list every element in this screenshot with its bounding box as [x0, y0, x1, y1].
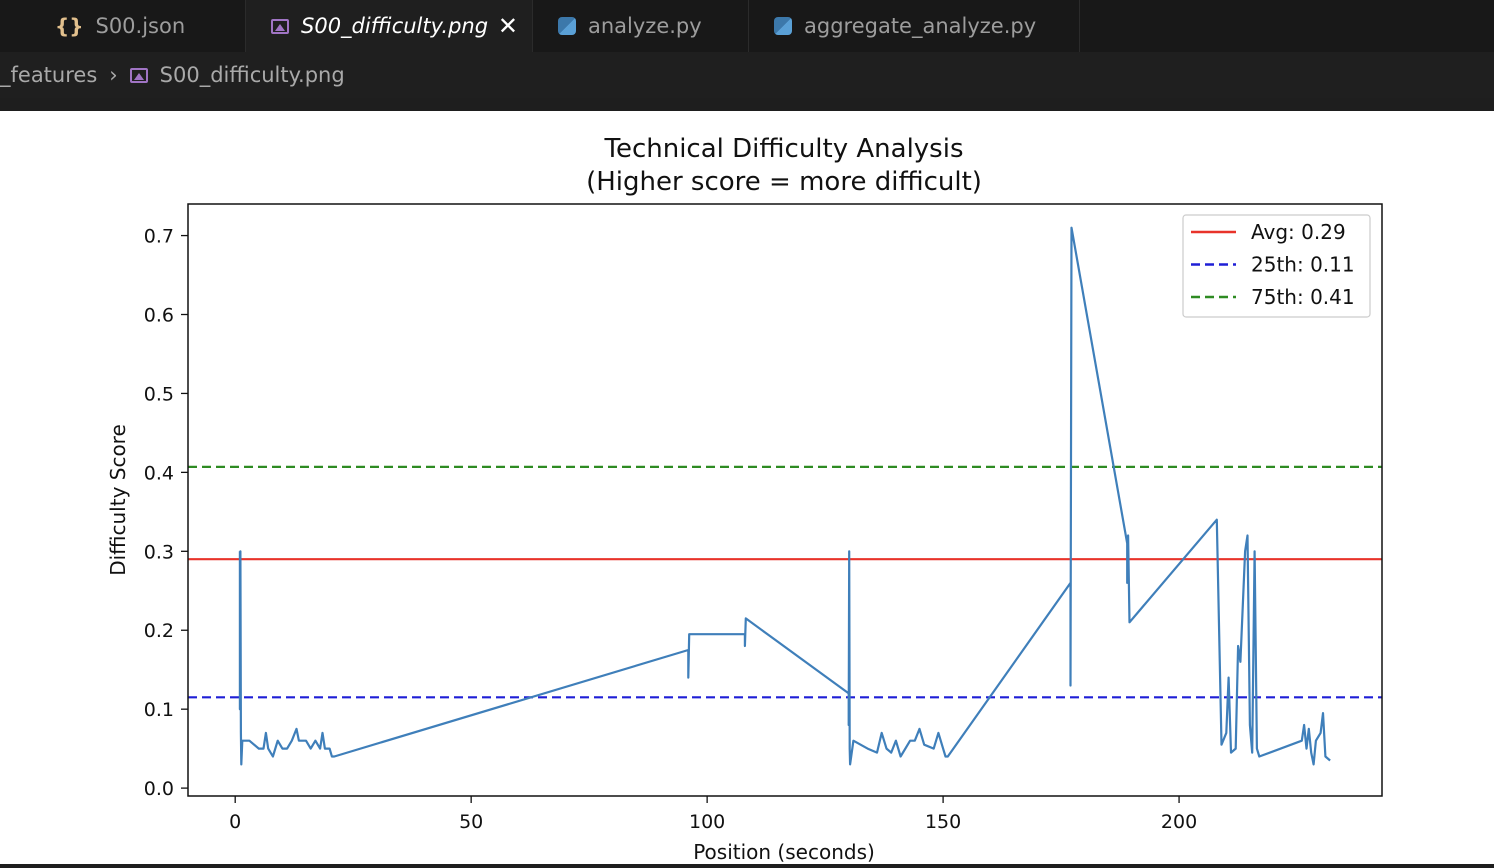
breadcrumb-file[interactable]: S00_difficulty.png — [159, 63, 345, 87]
legend-entry: 75th: 0.41 — [1251, 285, 1355, 309]
x-tick-label: 0 — [229, 811, 241, 833]
tab-label: S00_difficulty.png — [301, 14, 489, 38]
legend-box — [1182, 214, 1371, 318]
close-tab-icon[interactable]: ✕ — [497, 12, 518, 40]
legend-entry: 25th: 0.11 — [1251, 253, 1355, 277]
y-tick-label: 0.5 — [144, 383, 174, 405]
plot-frame — [187, 203, 1383, 797]
x-tick-label: 200 — [1161, 811, 1197, 833]
chart-subtitle: (Higher score = more difficult) — [586, 167, 982, 197]
editor-tab-bar: {} S00.json S00_difficulty.png ✕ analyze… — [0, 0, 1494, 52]
json-braces-icon: {} — [55, 14, 84, 38]
difficulty-chart: Technical Difficulty Analysis (Higher sc… — [106, 134, 1383, 864]
tab-label: S00.json — [95, 14, 186, 38]
y-tick-label: 0.7 — [144, 226, 174, 248]
y-tick-label: 0.1 — [144, 699, 174, 721]
y-tick-label: 0.0 — [144, 778, 174, 800]
y-tick-label: 0.3 — [144, 541, 174, 563]
image-file-icon — [129, 67, 148, 83]
breadcrumb-folder[interactable]: _features — [0, 63, 98, 87]
legend: Avg: 0.29 25th: 0.11 75th: 0.41 — [1182, 214, 1371, 318]
legend-entry: Avg: 0.29 — [1251, 220, 1346, 244]
tab-aggregate-analyze-py[interactable]: aggregate_analyze.py — [749, 0, 1080, 52]
chevron-right-icon: › — [109, 63, 118, 87]
tab-analyze-py[interactable]: analyze.py — [533, 0, 749, 52]
x-axis-label: Position (seconds) — [693, 840, 875, 864]
y-axis-label: Difficulty Score — [106, 424, 130, 576]
x-tick-label: 150 — [925, 811, 961, 833]
y-tick-label: 0.4 — [144, 462, 174, 484]
chart-title: Technical Difficulty Analysis — [604, 134, 964, 164]
python-icon — [774, 17, 792, 35]
tab-s00-difficulty-png[interactable]: S00_difficulty.png ✕ — [246, 0, 533, 52]
image-file-icon — [271, 18, 289, 34]
tab-label: aggregate_analyze.py — [804, 14, 1037, 38]
image-preview: Technical Difficulty Analysis (Higher sc… — [0, 111, 1494, 864]
tab-s00-json[interactable]: {} S00.json — [30, 0, 246, 52]
x-tick-label: 100 — [689, 811, 725, 833]
tab-label: analyze.py — [588, 14, 702, 38]
breadcrumb: _features › S00_difficulty.png — [0, 52, 1494, 98]
x-tick-label: 50 — [459, 811, 483, 833]
y-tick-label: 0.6 — [144, 305, 174, 327]
python-icon — [558, 17, 576, 35]
difficulty-series-line — [238, 226, 1331, 766]
y-tick-label: 0.2 — [144, 620, 174, 642]
